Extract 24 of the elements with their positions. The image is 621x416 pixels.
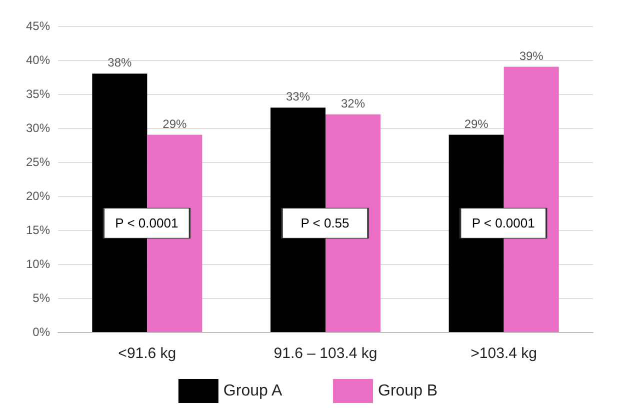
data-label: 33% — [286, 90, 310, 104]
y-tick-label: 20% — [26, 189, 50, 203]
x-tick-label: >103.4 kg — [470, 345, 537, 362]
annotation: P < 0.0001 — [115, 216, 178, 231]
legend-label: Group B — [378, 382, 438, 400]
x-tick-label: 91.6 – 103.4 kg — [274, 345, 378, 362]
y-tick-label: 30% — [26, 121, 50, 135]
y-tick-label: 15% — [26, 223, 50, 237]
data-label: 39% — [519, 48, 544, 63]
y-tick-label: 5% — [32, 291, 50, 305]
y-tick-label: 10% — [26, 257, 50, 271]
data-label: 29% — [464, 116, 489, 131]
annotation: P < 0.0001 — [472, 216, 535, 231]
y-tick-label: 45% — [26, 19, 50, 33]
data-label: 38% — [108, 56, 132, 70]
y-tick-label: 40% — [26, 53, 50, 67]
annotation: P < 0.55 — [300, 216, 350, 231]
y-tick-label: 25% — [26, 155, 50, 169]
data-label: 32% — [340, 96, 366, 110]
data-label: 29% — [162, 116, 187, 131]
legend-label: Group A — [223, 382, 282, 400]
x-tick-label: <91.6 kg — [118, 345, 176, 362]
y-tick-label: 35% — [26, 87, 50, 101]
y-tick-label: 0% — [32, 325, 50, 339]
